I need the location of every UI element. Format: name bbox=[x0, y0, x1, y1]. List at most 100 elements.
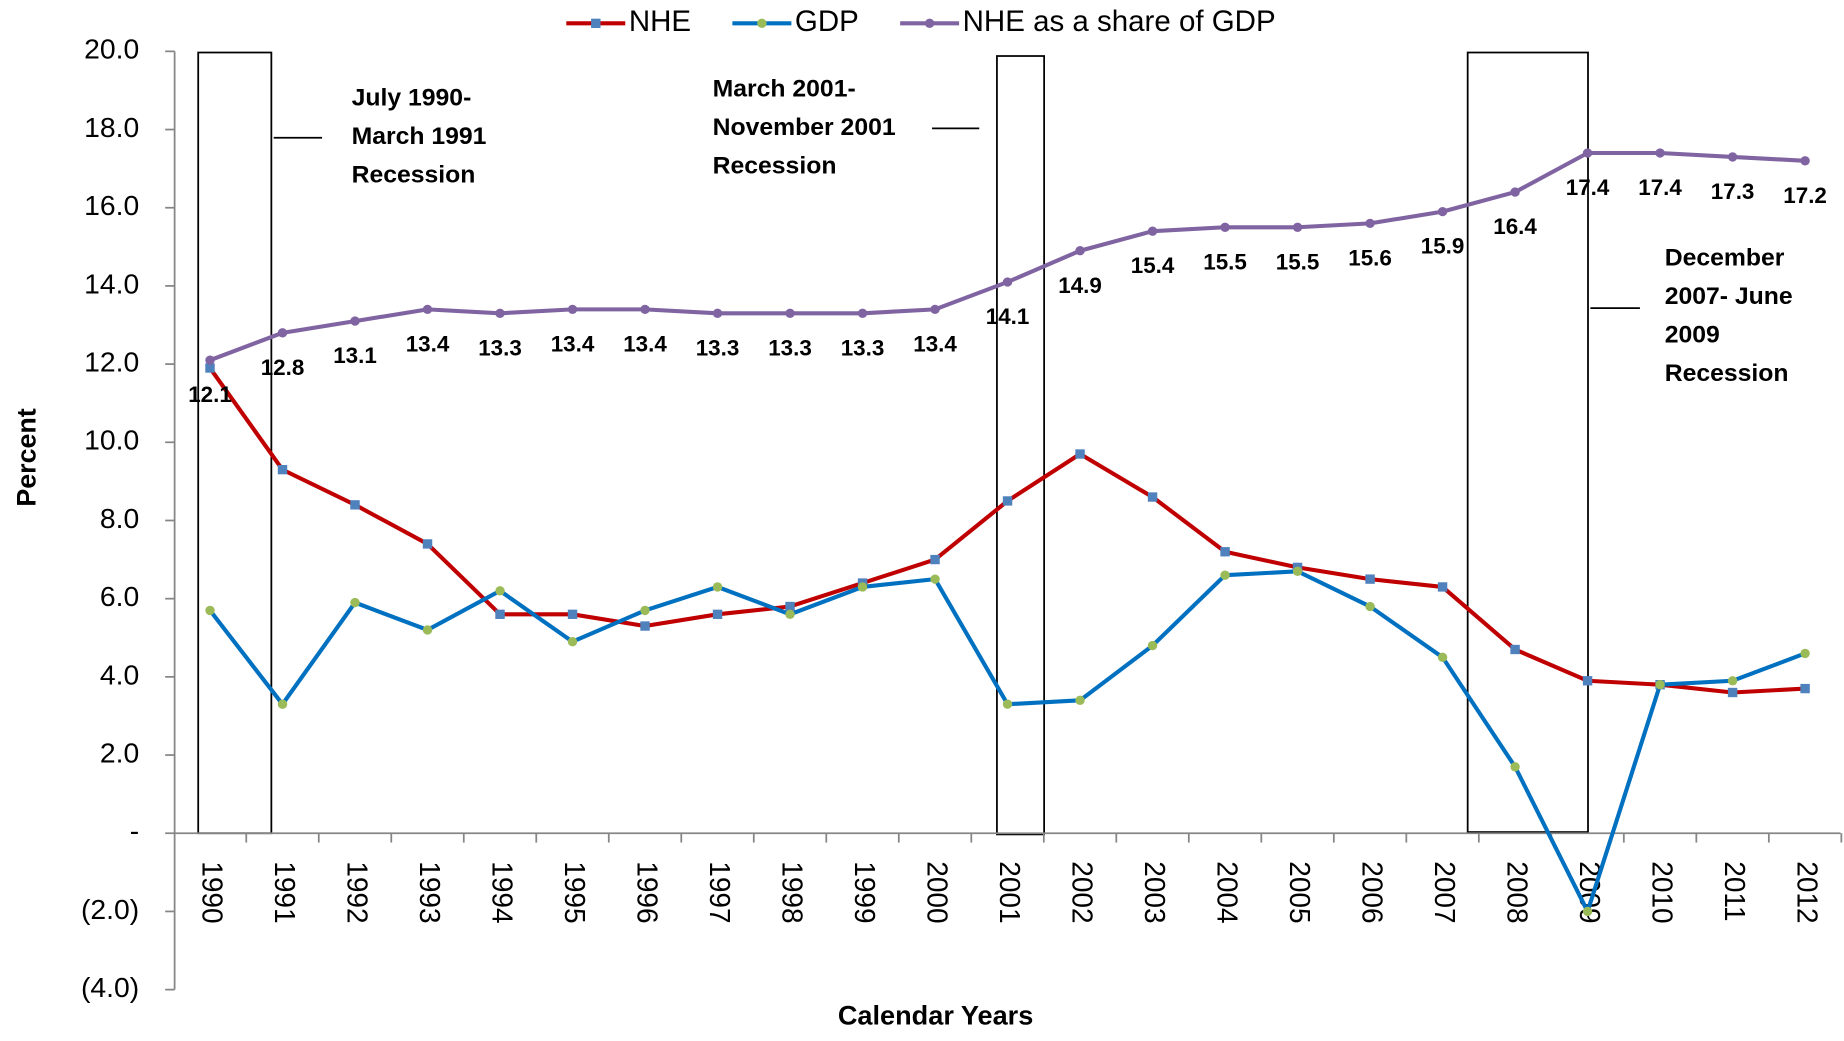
plot: Calendar Years Percent (4.0) (2.0) - 2.0 4.0… bbox=[11, 5, 1843, 1031]
marker bbox=[1800, 156, 1810, 166]
marker bbox=[785, 601, 795, 612]
marker bbox=[1002, 496, 1013, 506]
marker bbox=[495, 308, 505, 318]
marker bbox=[422, 539, 433, 549]
x-tick-label: 1992 bbox=[342, 861, 373, 923]
x-tick-label: 1995 bbox=[559, 861, 590, 923]
y-tick-label: 16.0 bbox=[84, 190, 139, 221]
data-label: 17.4 bbox=[1566, 175, 1610, 200]
x-tick-label: 1990 bbox=[196, 861, 227, 923]
data-label: 13.3 bbox=[841, 335, 885, 360]
marker bbox=[712, 308, 723, 318]
y-tick-label: 12.0 bbox=[84, 347, 139, 378]
y-tick-label: 6.0 bbox=[100, 581, 139, 612]
marker bbox=[205, 355, 215, 365]
marker bbox=[1147, 640, 1158, 651]
data-label: 17.4 bbox=[1638, 175, 1682, 200]
marker bbox=[930, 554, 940, 565]
data-label: 15.5 bbox=[1203, 249, 1247, 274]
annotation: 2007- June bbox=[1665, 283, 1793, 310]
annotation: 2009 bbox=[1665, 322, 1720, 349]
marker bbox=[1220, 547, 1230, 557]
x-tick-label: 2005 bbox=[1284, 861, 1315, 923]
data-label: 12.1 bbox=[188, 382, 232, 407]
marker bbox=[857, 582, 868, 592]
y-tick-label: 4.0 bbox=[100, 659, 139, 690]
marker bbox=[350, 597, 360, 608]
marker bbox=[930, 574, 940, 584]
marker bbox=[1510, 187, 1520, 197]
marker bbox=[205, 605, 215, 616]
annotation: Recession bbox=[1665, 360, 1789, 387]
data-label: 13.1 bbox=[333, 343, 377, 368]
marker bbox=[1147, 492, 1158, 502]
y-tick-label: 2.0 bbox=[100, 738, 139, 769]
x-tick-label: 2001 bbox=[994, 861, 1025, 923]
marker bbox=[350, 316, 360, 326]
series-line bbox=[208, 366, 1806, 695]
marker bbox=[712, 582, 723, 592]
marker bbox=[1075, 695, 1085, 705]
data-label: 13.4 bbox=[913, 332, 957, 357]
data-label: 12.8 bbox=[261, 355, 305, 380]
marker bbox=[1147, 226, 1158, 236]
x-tick-label: 2003 bbox=[1139, 861, 1170, 923]
marker bbox=[1220, 222, 1230, 232]
y-tick-label: 10.0 bbox=[84, 425, 139, 456]
marker bbox=[1437, 652, 1448, 662]
data-label: 13.4 bbox=[551, 332, 595, 357]
marker bbox=[1437, 582, 1448, 592]
x-tick-label: 2011 bbox=[1719, 861, 1750, 921]
x-axis-title: Calendar Years bbox=[838, 1001, 1033, 1031]
marker bbox=[1365, 574, 1375, 584]
marker bbox=[1800, 683, 1810, 694]
marker bbox=[1002, 277, 1013, 287]
marker bbox=[1800, 648, 1810, 659]
recession-box bbox=[197, 51, 273, 835]
x-tick-label: 1991 bbox=[269, 861, 300, 923]
data-label: 15.4 bbox=[1131, 253, 1175, 278]
annotation: November 2001 bbox=[713, 114, 896, 141]
data-label: 13.4 bbox=[406, 332, 450, 357]
marker bbox=[1582, 676, 1593, 686]
legend-marker bbox=[591, 18, 601, 29]
x-tick-label: 2002 bbox=[1067, 861, 1098, 923]
x-tick-label: 2012 bbox=[1792, 861, 1823, 923]
data-label: 15.9 bbox=[1421, 234, 1465, 259]
annotation: Recession bbox=[352, 162, 476, 189]
marker bbox=[567, 637, 578, 647]
legend-marker bbox=[757, 18, 767, 29]
x-tick-label: 1998 bbox=[777, 861, 808, 923]
marker bbox=[785, 308, 795, 318]
data-label: 17.3 bbox=[1711, 179, 1755, 204]
marker bbox=[930, 304, 940, 315]
marker bbox=[785, 609, 795, 619]
marker bbox=[1292, 222, 1303, 232]
marker bbox=[1292, 566, 1303, 576]
y-tick-label: 20.0 bbox=[84, 34, 139, 65]
marker bbox=[1582, 148, 1593, 158]
data-label: 15.6 bbox=[1348, 246, 1392, 271]
x-tick-label: 2000 bbox=[922, 861, 953, 923]
annotation: March 1991 bbox=[352, 123, 487, 150]
marker bbox=[1075, 449, 1085, 459]
marker bbox=[1510, 644, 1520, 655]
data-label: 17.2 bbox=[1783, 183, 1827, 208]
legend-label: GDP bbox=[795, 5, 859, 38]
x-tick-label: 1997 bbox=[704, 861, 735, 923]
x-tick-label: 1999 bbox=[849, 861, 880, 923]
data-label: 13.3 bbox=[696, 335, 740, 360]
marker bbox=[495, 586, 505, 596]
annotation: December bbox=[1665, 245, 1785, 272]
legend-label: NHE as a share of GDP bbox=[963, 5, 1276, 38]
marker bbox=[1727, 676, 1738, 686]
data-label: 13.3 bbox=[768, 335, 812, 360]
marker bbox=[1727, 152, 1738, 162]
marker bbox=[422, 625, 433, 635]
marker bbox=[567, 304, 578, 315]
x-tick-label: 1996 bbox=[632, 861, 663, 923]
marker bbox=[1582, 906, 1593, 917]
annotation: March 2001- bbox=[713, 75, 856, 102]
marker bbox=[640, 621, 650, 631]
